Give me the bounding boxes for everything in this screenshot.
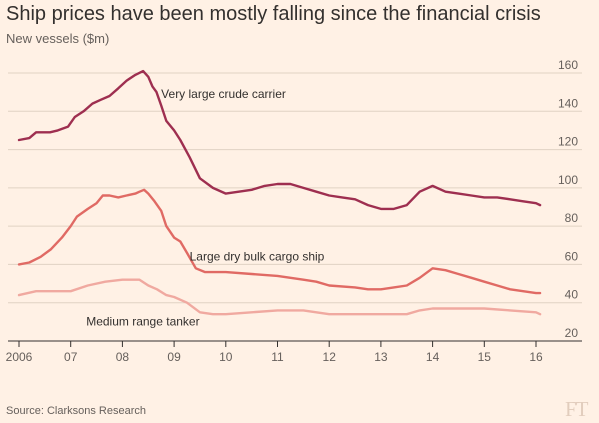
y-tick-label: 40: [565, 288, 579, 302]
x-tick-label: 11: [271, 350, 284, 364]
x-tick-label: 10: [219, 350, 233, 364]
x-tick-label: 16: [529, 350, 543, 364]
x-tick-label: 14: [426, 350, 440, 364]
chart-subtitle: New vessels ($m): [6, 31, 110, 46]
y-axis: 20 40 60 80 100 120 140 160: [558, 58, 578, 340]
series-label: Large dry bulk cargo ship: [190, 250, 325, 264]
y-tick-label: 120: [558, 135, 578, 149]
series-label: Very large crude carrier: [161, 87, 286, 101]
series-line: [17, 69, 542, 211]
y-tick-label: 60: [565, 249, 579, 263]
x-axis: 2006 07 08 09 10 11 12 13 14 15 16: [6, 340, 582, 364]
annotations: Very large crude carrier Large dry bulk c…: [86, 87, 324, 329]
series-lines: [17, 69, 542, 316]
x-tick-label: 2006: [6, 350, 33, 364]
source-note: Source: Clarksons Research: [6, 405, 147, 417]
x-tick-label: 08: [116, 350, 130, 364]
series-label: Medium range tanker: [86, 315, 199, 329]
x-tick-label: 13: [374, 350, 388, 364]
gridlines: [8, 72, 582, 304]
x-tick-label: 15: [478, 350, 492, 364]
y-tick-label: 140: [558, 96, 578, 110]
y-tick-label: 80: [565, 211, 579, 225]
y-tick-label: 100: [558, 173, 578, 187]
series-line: [17, 278, 542, 316]
chart-title: Ship prices have been mostly falling sin…: [6, 3, 541, 25]
x-tick-label: 09: [167, 350, 181, 364]
y-tick-label: 20: [565, 326, 579, 340]
x-tick-label: 07: [64, 350, 78, 364]
ft-logo: FT: [565, 397, 588, 421]
series-line: [17, 188, 542, 295]
x-tick-label: 12: [323, 350, 337, 364]
y-tick-label: 160: [558, 58, 578, 72]
